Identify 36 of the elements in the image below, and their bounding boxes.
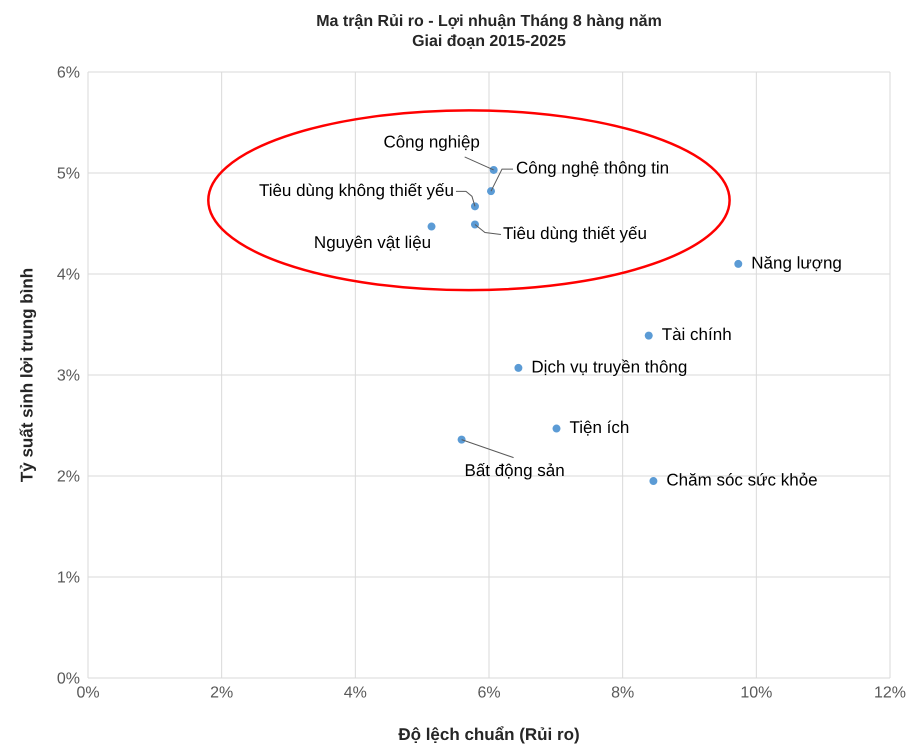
- point: [552, 424, 560, 433]
- y-tick-label: 4%: [56, 266, 80, 284]
- point: [470, 220, 479, 229]
- annotation: Tiêu dùng không thiết yếu: [258, 180, 454, 200]
- x-tick-label: 12%: [874, 684, 906, 702]
- y-axis-title: Tỷ suất sinh lời trung bình: [17, 268, 36, 482]
- annotation: Tiện ích: [570, 418, 630, 438]
- y-tick-label: 3%: [56, 368, 80, 385]
- point: [644, 332, 653, 340]
- x-tick-label: 10%: [740, 684, 772, 702]
- chart-title: Ma trận Rủi ro - Lợi nhuận Tháng 8 hàng năm Giai đoạn 2015-2025: [316, 13, 662, 50]
- annotation: Công nghiệp: [383, 132, 480, 152]
- annotation: Bất động sản: [464, 461, 565, 480]
- y-tick-label: 2%: [56, 468, 80, 486]
- annotation: Tiêu dùng thiết yếu: [502, 224, 647, 243]
- point: [734, 260, 742, 268]
- point: [458, 436, 466, 444]
- x-tick-label: 4%: [344, 684, 367, 702]
- annotation: Năng lượng: [751, 253, 842, 272]
- annotation: Công nghệ thông tin: [516, 158, 670, 178]
- annotation: Chăm sóc sức khỏe: [666, 470, 818, 490]
- annotation: Dịch vụ truyền thông: [531, 357, 688, 376]
- x-axis-title: Độ lệch chuẩn (Rủi ro): [398, 725, 580, 744]
- point: [428, 222, 436, 231]
- x-tick-label: 8%: [611, 684, 634, 702]
- y-tick-label: 5%: [56, 166, 80, 183]
- annotation: Tài chính: [662, 325, 732, 344]
- point: [470, 202, 479, 210]
- x-tick-label: 2%: [210, 684, 234, 702]
- y-tick-label: 6%: [56, 64, 80, 82]
- point: [649, 477, 658, 486]
- point: [490, 166, 498, 174]
- point: [514, 364, 522, 372]
- x-tick-label: 6%: [477, 684, 501, 702]
- annotation: Nguyên vật liệu: [314, 233, 432, 252]
- y-tick-label: 1%: [56, 570, 80, 587]
